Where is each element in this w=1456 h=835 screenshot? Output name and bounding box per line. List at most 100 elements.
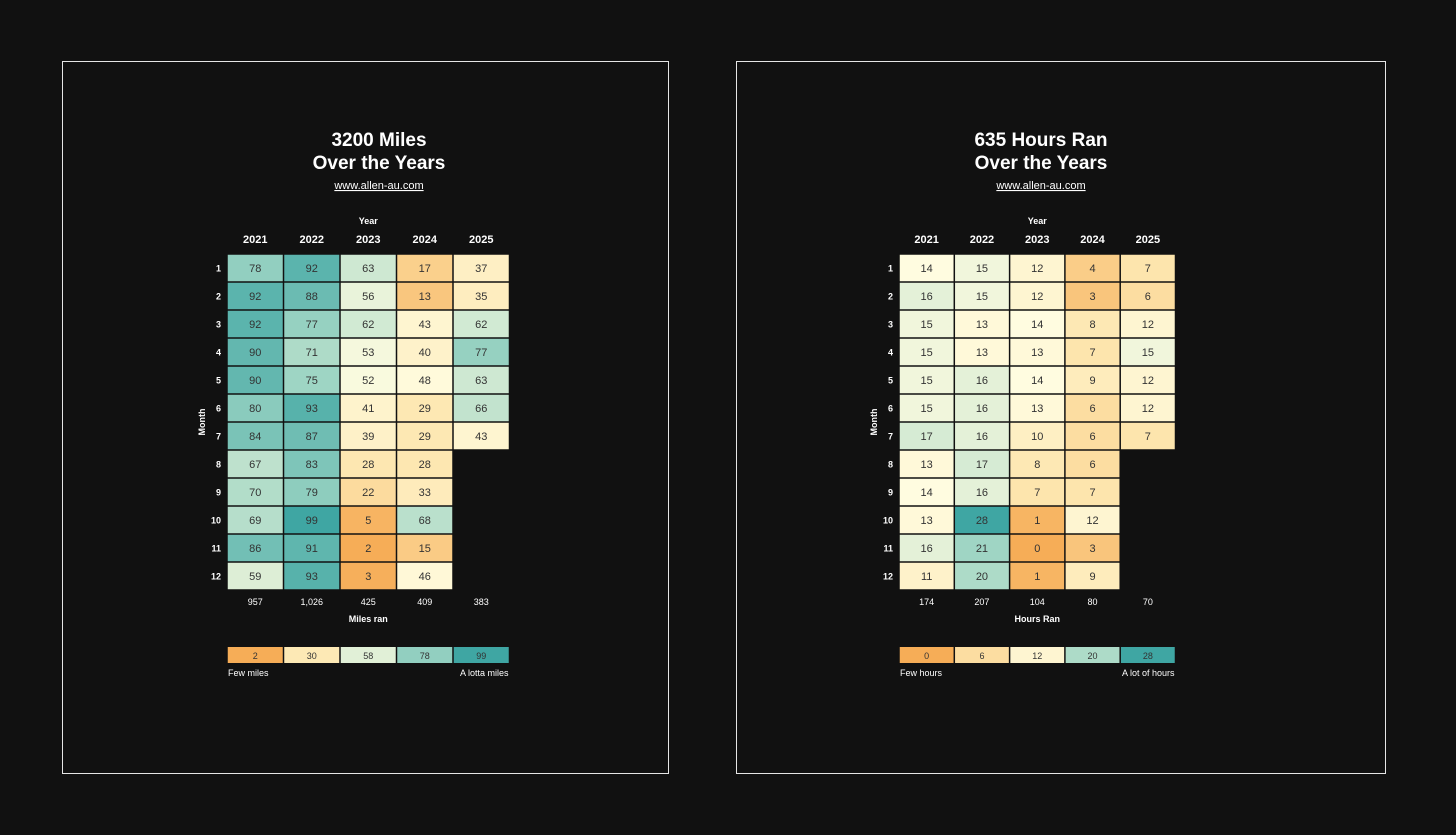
miles-cell-value: 35 bbox=[475, 291, 487, 303]
hours-cell-value: 13 bbox=[921, 459, 933, 471]
miles-cell-value: 79 bbox=[306, 487, 318, 499]
miles-column-total: 383 bbox=[474, 597, 489, 607]
hours-cell-value: 13 bbox=[921, 515, 933, 527]
hours-legend-swatch bbox=[899, 647, 954, 663]
miles-cell-value: 5 bbox=[365, 515, 371, 527]
hours-cell-value: 14 bbox=[921, 487, 933, 499]
hours-column-total: 207 bbox=[974, 597, 989, 607]
miles-heatmap-cell bbox=[340, 254, 396, 282]
hours-column-total: 174 bbox=[919, 597, 934, 607]
hours-heatmap-cell bbox=[1010, 562, 1065, 590]
hours-heatmap-cell bbox=[899, 534, 954, 562]
hours-cell-value: 13 bbox=[1031, 347, 1043, 359]
hours-cell-value: 7 bbox=[1034, 487, 1040, 499]
miles-heatmap-cell bbox=[227, 254, 283, 282]
miles-cell-value: 43 bbox=[419, 319, 431, 331]
miles-year-label: 2023 bbox=[356, 234, 380, 246]
miles-cell-value: 53 bbox=[362, 347, 374, 359]
miles-cell-value: 46 bbox=[419, 571, 431, 583]
miles-heatmap-cell bbox=[397, 254, 453, 282]
hours-legend-swatch bbox=[1065, 647, 1120, 663]
miles-heatmap-cell bbox=[397, 478, 453, 506]
miles-heatmap-cell bbox=[340, 366, 396, 394]
miles-cell-value: 15 bbox=[419, 543, 431, 555]
hours-cell-value: 9 bbox=[1089, 375, 1095, 387]
miles-column-total: 1,026 bbox=[300, 597, 323, 607]
hours-year-label: 2025 bbox=[1136, 234, 1160, 246]
miles-legend-value: 99 bbox=[476, 651, 486, 661]
hours-month-label: 5 bbox=[888, 376, 893, 386]
miles-heatmap-cell bbox=[340, 338, 396, 366]
miles-heatmap-cell bbox=[397, 506, 453, 534]
hours-cell-value: 7 bbox=[1145, 431, 1151, 443]
hours-cell-value: 12 bbox=[1031, 263, 1043, 275]
hours-cell-value: 17 bbox=[976, 459, 988, 471]
miles-cell-value: 37 bbox=[475, 263, 487, 275]
hours-heatmap-cell bbox=[955, 478, 1009, 506]
miles-heatmap-cell bbox=[340, 450, 396, 478]
hours-legend-value: 6 bbox=[979, 651, 984, 661]
miles-year-label: 2025 bbox=[469, 234, 493, 246]
miles-cell-value: 59 bbox=[249, 571, 261, 583]
hours-cell-value: 16 bbox=[976, 375, 988, 387]
hours-cell-value: 15 bbox=[921, 347, 933, 359]
miles-heatmap-cell bbox=[453, 254, 509, 282]
hours-heatmap-cell bbox=[955, 254, 1009, 282]
miles-cell-value: 90 bbox=[249, 347, 261, 359]
hours-cell-value: 9 bbox=[1089, 571, 1095, 583]
hours-cell-value: 16 bbox=[976, 403, 988, 415]
hours-heatmap-panel: 635 Hours Ran Over the Years www.allen-au.… bbox=[736, 61, 1386, 774]
miles-cell-value: 2 bbox=[365, 543, 371, 555]
miles-legend-value: 2 bbox=[253, 651, 258, 661]
hours-month-label: 4 bbox=[888, 348, 893, 358]
miles-cell-value: 29 bbox=[419, 403, 431, 415]
hours-heatmap-cell bbox=[1010, 450, 1065, 478]
hours-cell-value: 16 bbox=[921, 291, 933, 303]
hours-month-label: 11 bbox=[883, 544, 893, 554]
hours-heatmap-cell bbox=[1065, 366, 1120, 394]
hours-heatmap-cell bbox=[1120, 338, 1175, 366]
hours-legend-value: 20 bbox=[1088, 651, 1098, 661]
miles-heatmap-cell bbox=[227, 422, 283, 450]
miles-heatmap-cell bbox=[284, 310, 340, 338]
miles-cell-value: 91 bbox=[306, 543, 318, 555]
hours-heatmap-cell bbox=[1065, 478, 1120, 506]
hours-heatmap-cell bbox=[899, 394, 954, 422]
hours-heatmap-cell bbox=[955, 450, 1009, 478]
hours-month-label: 12 bbox=[883, 572, 893, 582]
miles-cell-value: 92 bbox=[249, 291, 261, 303]
miles-legend-high-label: A lotta miles bbox=[460, 668, 509, 678]
miles-month-label: 9 bbox=[216, 488, 221, 498]
miles-heatmap-cell bbox=[227, 310, 283, 338]
hours-cell-value: 7 bbox=[1089, 487, 1095, 499]
miles-cell-value: 80 bbox=[249, 403, 261, 415]
miles-heatmap-cell bbox=[453, 282, 509, 310]
miles-cell-value: 29 bbox=[419, 431, 431, 443]
miles-website-link[interactable]: www.allen-au.com bbox=[333, 180, 423, 192]
hours-heatmap-cell bbox=[1120, 366, 1175, 394]
miles-cell-value: 88 bbox=[306, 291, 318, 303]
miles-heatmap-cell bbox=[397, 450, 453, 478]
miles-cell-value: 33 bbox=[419, 487, 431, 499]
miles-month-label: 10 bbox=[211, 516, 221, 526]
hours-heatmap-cell bbox=[1065, 310, 1120, 338]
miles-heatmap-cell bbox=[284, 506, 340, 534]
hours-cell-value: 14 bbox=[1031, 375, 1043, 387]
hours-cell-value: 20 bbox=[976, 571, 988, 583]
miles-chart-title-line: 3200 Miles bbox=[331, 130, 426, 151]
hours-website-link[interactable]: www.allen-au.com bbox=[995, 180, 1085, 192]
hours-heatmap-cell bbox=[955, 310, 1009, 338]
hours-heatmap-cell bbox=[955, 394, 1009, 422]
hours-month-label: 9 bbox=[888, 488, 893, 498]
miles-legend-swatch bbox=[284, 647, 340, 663]
hours-year-label: 2023 bbox=[1025, 234, 1049, 246]
miles-legend-swatch bbox=[227, 647, 283, 663]
hours-heatmap-cell bbox=[1010, 282, 1065, 310]
miles-cell-value: 75 bbox=[306, 375, 318, 387]
miles-month-label: 3 bbox=[216, 320, 221, 330]
hours-heatmap-cell bbox=[1065, 534, 1120, 562]
hours-legend-low-label: Few hours bbox=[900, 668, 943, 678]
miles-cell-value: 78 bbox=[249, 263, 261, 275]
miles-column-total: 425 bbox=[361, 597, 376, 607]
